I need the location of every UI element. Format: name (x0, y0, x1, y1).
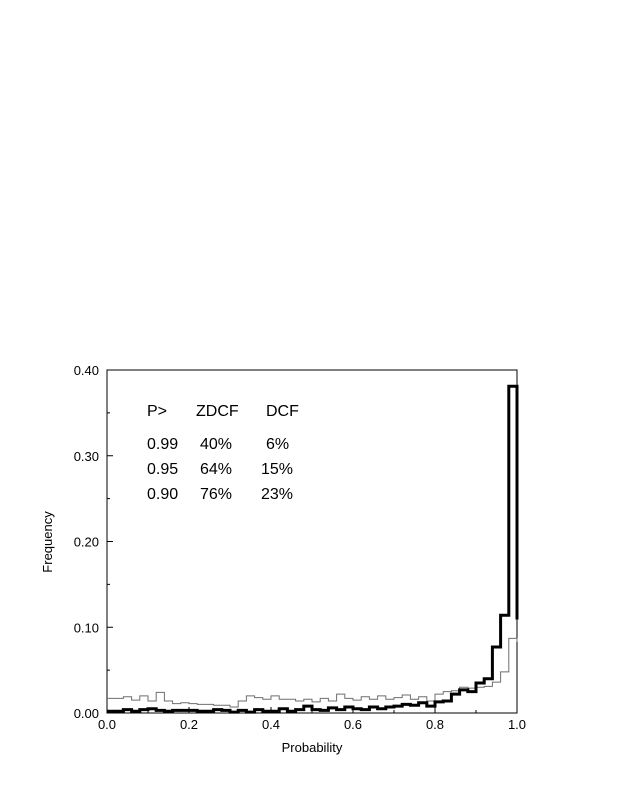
probability-table: P> ZDCF DCF 0.99 40% 6% 0.95 64% 15% 0.9… (147, 403, 299, 503)
series-thin-line (107, 637, 518, 708)
table-cell: 76% (200, 486, 232, 503)
table-cell: 0.99 (147, 436, 178, 453)
x-tick-label: 1.0 (508, 717, 526, 732)
series-thick-line (107, 384, 519, 714)
x-tick-label: 0.8 (426, 717, 444, 732)
table-cell: 40% (200, 436, 232, 453)
y-tick-label: 0.00 (74, 706, 99, 721)
y-tick-label: 0.30 (74, 449, 99, 464)
table-header-dcf: DCF (266, 403, 299, 420)
x-tick-label: 0.2 (180, 717, 198, 732)
y-axis-label: Frequency (40, 511, 55, 573)
y-tick-label: 0.10 (74, 620, 99, 635)
table-header-zdcf: ZDCF (196, 403, 239, 420)
plot-border (106, 369, 518, 714)
y-tick-label: 0.20 (74, 535, 99, 550)
x-axis: 0.0 0.2 0.4 0.6 0.8 1.0 (98, 707, 526, 732)
table-cell: 23% (261, 486, 293, 503)
y-tick-label: 0.40 (74, 363, 99, 378)
x-tick-label: 0.6 (344, 717, 362, 732)
table-cell: 6% (266, 436, 289, 453)
table-cell: 0.95 (147, 461, 178, 478)
x-tick-label: 0.0 (98, 717, 116, 732)
y-axis: 0.00 0.10 0.20 0.30 0.40 (74, 363, 113, 721)
x-tick-label: 0.4 (262, 717, 280, 732)
plot-frame (106, 369, 518, 714)
x-axis-label: Probability (282, 740, 343, 755)
table-cell: 64% (200, 461, 232, 478)
series-layer (107, 384, 519, 714)
table-cell: 0.90 (147, 486, 178, 503)
table-header-p: P> (147, 403, 167, 420)
table-cell: 15% (261, 461, 293, 478)
